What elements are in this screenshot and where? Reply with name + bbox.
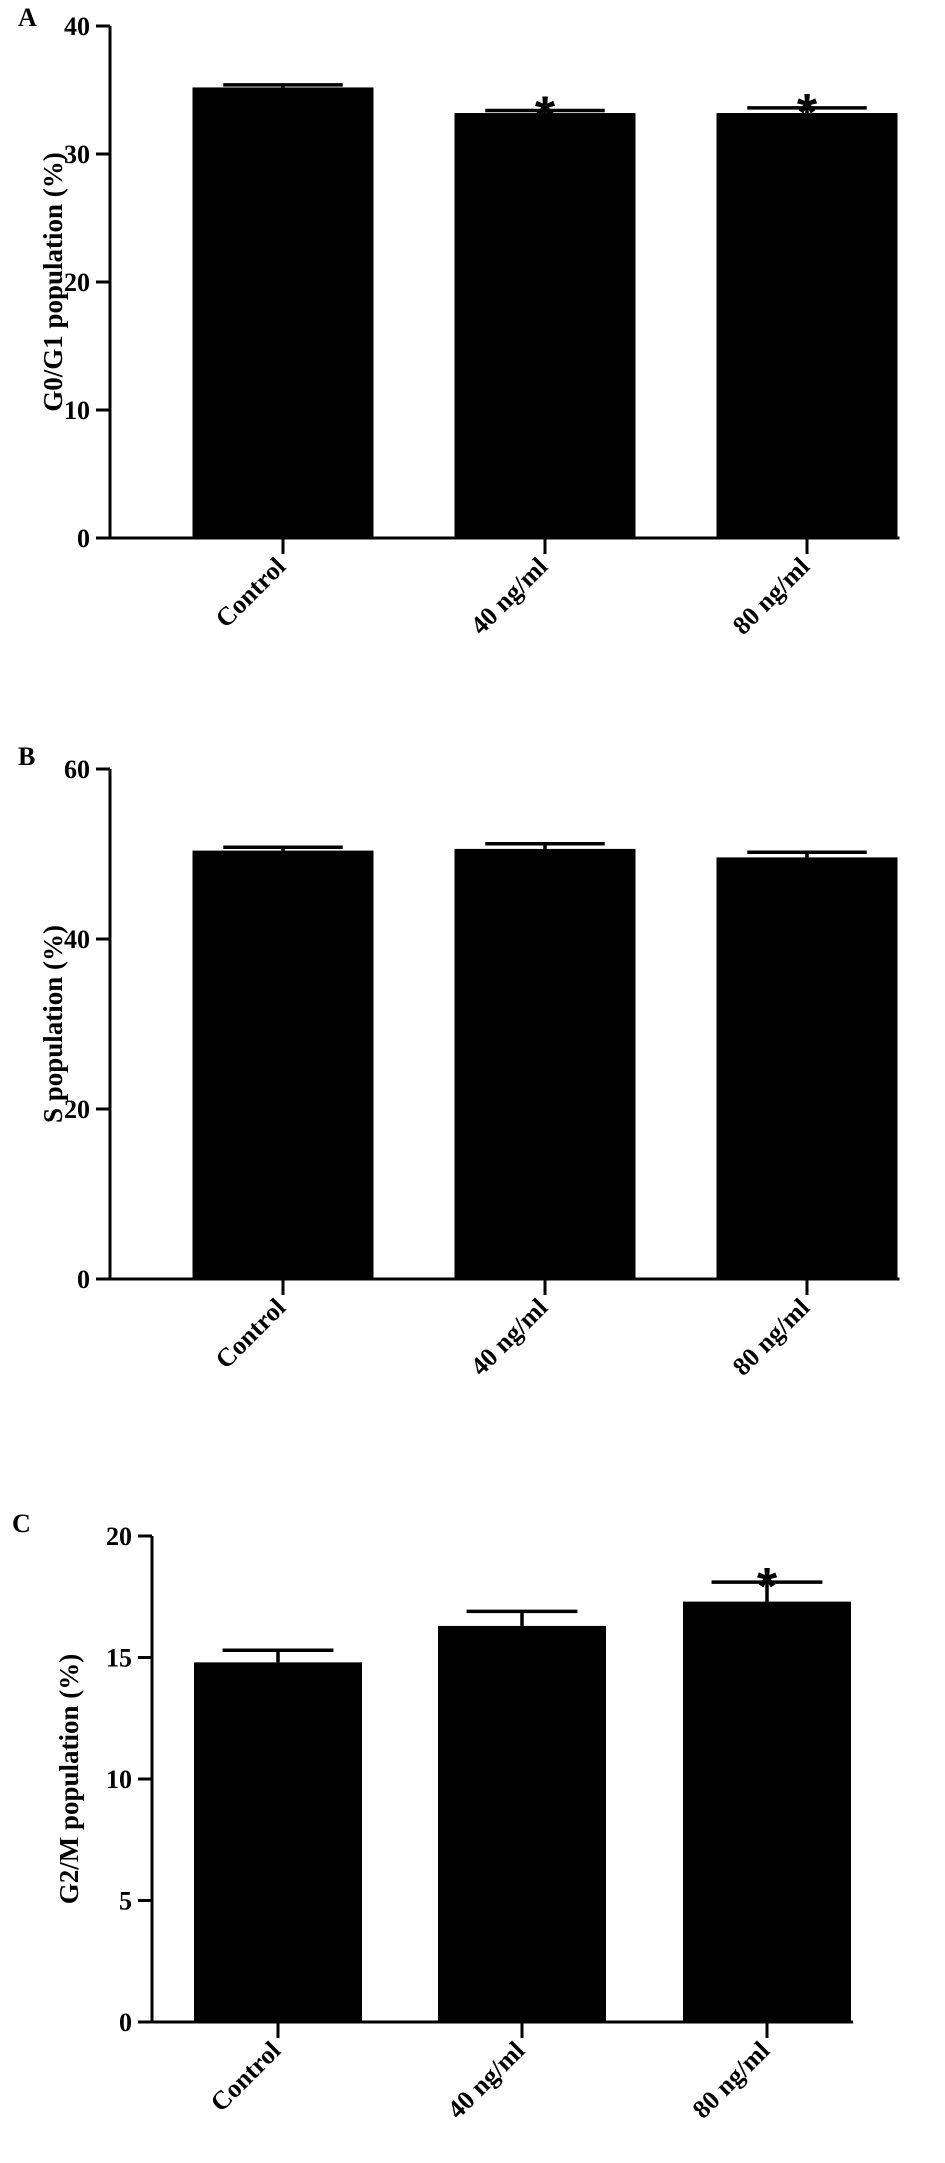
- bar-1: [192, 87, 374, 538]
- y-tick-label: 10: [64, 396, 90, 425]
- y-tick-label: 5: [119, 1887, 132, 1916]
- y-tick-label: 20: [106, 1522, 132, 1551]
- x-category-label: Control: [210, 552, 291, 633]
- y-tick-label: 40: [64, 925, 90, 954]
- x-category-label: 80 ng/ml: [687, 2036, 775, 2124]
- bar-2: [454, 848, 636, 1279]
- y-tick-label: 40: [64, 12, 90, 41]
- y-tick-label: 0: [77, 1265, 90, 1294]
- chart-panel-b: B 0 20 40 60 Control 40 ng/ml 80 ng/ml S populat…: [18, 742, 900, 1381]
- panel-label: B: [18, 742, 35, 771]
- y-tick-label: 0: [77, 524, 90, 553]
- x-category-label: Control: [205, 2036, 286, 2117]
- y-tick-label: 20: [64, 1095, 90, 1124]
- significance-marker-2: *: [535, 86, 556, 144]
- y-axis-title: S population (%): [38, 925, 68, 1123]
- x-category-label: 80 ng/ml: [727, 552, 815, 640]
- y-tick-label: 30: [64, 140, 90, 169]
- significance-marker-3: *: [797, 84, 818, 142]
- y-tick-label: 15: [106, 1644, 132, 1673]
- y-tick-label: 60: [64, 755, 90, 784]
- bar-2: [438, 1625, 606, 2022]
- significance-marker-3: *: [757, 1558, 778, 1616]
- bar-3: [683, 1601, 851, 2022]
- y-tick-label: 20: [64, 268, 90, 297]
- x-category-label: Control: [210, 1293, 291, 1374]
- y-tick-label: 10: [106, 1765, 132, 1794]
- panel-label: C: [12, 1509, 31, 1538]
- bar-1: [192, 850, 374, 1279]
- y-axis-title: G0/G1 population (%): [38, 152, 68, 412]
- x-category-label: 80 ng/ml: [727, 1293, 815, 1381]
- y-axis-title: G2/M population (%): [54, 1654, 84, 1905]
- bar-3: [716, 113, 898, 538]
- chart-panel-c: C * 0 5 10 15 20 Control 40 ng/ml 80 ng/ml G2/M po…: [12, 1509, 853, 2124]
- x-category-label: 40 ng/ml: [465, 552, 553, 640]
- x-category-label: 40 ng/ml: [465, 1293, 553, 1381]
- chart-panel-a: A * * 0 10 20 30 40 Control 40 ng/ml 80 ng/ml G0/G1…: [18, 3, 900, 640]
- bar-2: [454, 113, 636, 538]
- bar-3: [716, 857, 898, 1279]
- bar-1: [194, 1662, 362, 2022]
- panel-label: A: [18, 3, 37, 32]
- x-category-label: 40 ng/ml: [442, 2036, 530, 2124]
- y-tick-label: 0: [119, 2008, 132, 2037]
